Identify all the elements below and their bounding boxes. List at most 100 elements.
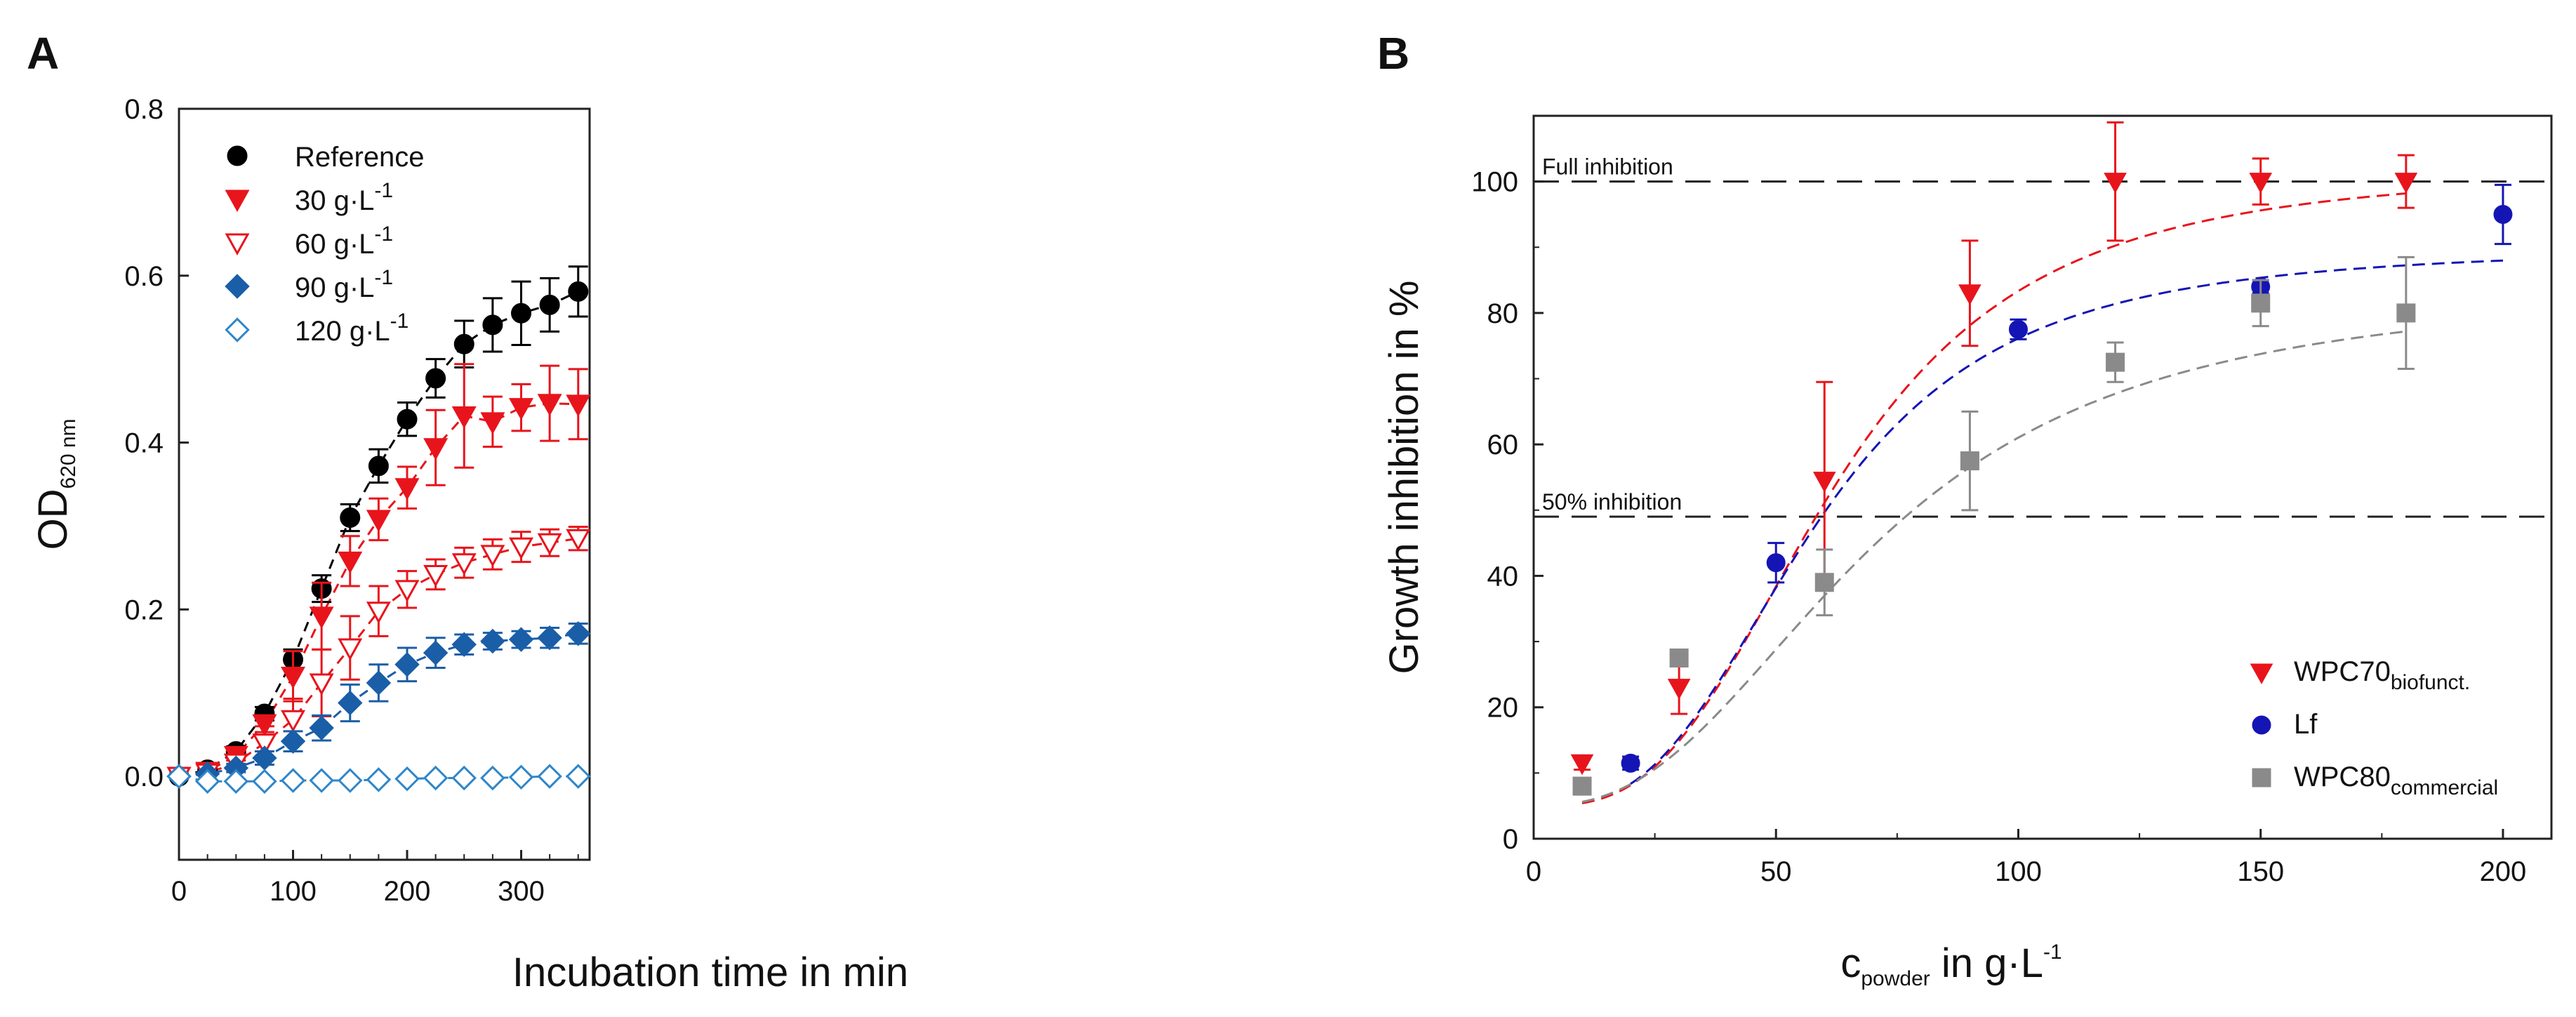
panel-b-fit-curves: [1581, 192, 2504, 804]
panel-a-series-line-60-g-l-1: [178, 537, 578, 778]
panel-b-x-tick-label: 50: [1760, 856, 1792, 887]
panel-b-x-label-main: c: [1840, 940, 1861, 986]
panel-b-x-axis-label: cpowder in g·L-1: [1840, 940, 2062, 990]
panel-a-point-90-g-l-1: [566, 621, 591, 646]
panel-a-point-30-g-l-1: [394, 478, 420, 500]
panel-b-legend-label-main: WPC80: [2294, 762, 2391, 792]
panel-b-frame: [1532, 114, 2553, 840]
panel-a-point-90-g-l-1: [280, 729, 306, 754]
panel-a-y-label-main: OD: [30, 489, 76, 550]
panel-a-legend-label-main: Reference: [295, 142, 425, 173]
panel-b-data-marks: [1570, 121, 2513, 796]
panel-b-x-label-rest: in g·L: [1930, 940, 2043, 986]
panel-a-legend-label-120-g-l-1: 120 g·L-1: [295, 310, 409, 347]
panel-a-point-120-g-l-1: [252, 769, 277, 794]
panel-a-y-label-sub: 620 nm: [57, 418, 80, 488]
panel-a-point-reference: [511, 303, 531, 324]
panel-b-x-tick-label: 0: [1526, 856, 1541, 887]
panel-a-point-120-g-l-1: [566, 764, 591, 789]
panel-b-y-tick-label: 0: [1503, 824, 1518, 855]
panel-b-point-wpc80commercial: [2251, 293, 2271, 313]
panel-a-legend-label-main: 30 g·L: [295, 185, 374, 216]
panel-b-legend-marker-wpc80commercial: [2252, 768, 2271, 787]
panel-b-legend-label-lf: Lf: [2294, 709, 2318, 740]
panel-b-point-wpc80commercial: [1572, 776, 1592, 796]
panel-a-legend-label-reference: Reference: [295, 142, 425, 173]
panel-a-point-30-g-l-1: [338, 551, 363, 574]
panel-b-fit-curve-wpc70biofunct: [1581, 192, 2407, 804]
panel-b-y-axis-label: Growth inhibition in %: [1381, 281, 1427, 674]
panel-b-legend-label-main: WPC70: [2294, 656, 2391, 687]
panel-a: A 0 100 200 300 0.0 0.2 0.4 0.6 0.8 Reference 30 …: [27, 28, 908, 995]
panel-b-reference-label-50-inhibition: 50% inhibition: [1542, 489, 1682, 514]
panel-b-reference-lines: Full inhibition 50% inhibition: [1534, 154, 2551, 518]
panel-a-data-marks: [166, 265, 591, 794]
panel-b-point-wpc80commercial: [1814, 573, 1834, 592]
panel-a-ticks: 0 100 200 300 0.0 0.2 0.4 0.6 0.8: [124, 94, 579, 907]
panel-b-point-wpc70biofunct: [2394, 173, 2418, 194]
panel-a-point-90-g-l-1: [480, 628, 505, 654]
panel-a-y-tick-label: 0.6: [124, 261, 164, 292]
panel-a-point-60-g-l-1: [338, 638, 363, 661]
panel-a-point-120-g-l-1: [366, 767, 392, 792]
panel-b-x-tick-label: 150: [2237, 856, 2284, 887]
panel-a-point-60-g-l-1: [394, 580, 420, 602]
panel-b-ticks: 0 50 100 150 200 0 20 40 60 80 100: [1471, 167, 2526, 887]
panel-b-point-lf: [2493, 204, 2513, 224]
panel-a-point-reference: [482, 314, 503, 335]
panel-b-x-tick-label: 100: [1995, 856, 2042, 887]
panel-a-point-90-g-l-1: [309, 715, 334, 740]
panel-b-point-wpc70biofunct: [1667, 679, 1691, 700]
panel-a-point-60-g-l-1: [309, 673, 334, 696]
panel-a-x-axis-label: Incubation time in min: [512, 950, 908, 995]
panel-a-point-90-g-l-1: [451, 632, 477, 657]
panel-a-point-30-g-l-1: [423, 438, 449, 460]
panel-a-legend-label-90-g-l-1: 90 g·L-1: [295, 266, 393, 303]
panel-a-point-90-g-l-1: [423, 640, 449, 665]
panel-b-y-tick-label: 80: [1487, 298, 1519, 329]
panel-a-point-60-g-l-1: [537, 533, 562, 556]
panel-a-legend-label-main: 90 g·L: [295, 272, 374, 303]
panel-a-point-90-g-l-1: [366, 670, 392, 696]
panel-b-fit-curve-wpc80commercial: [1581, 330, 2407, 803]
panel-a-point-reference: [340, 507, 361, 529]
panel-a-point-120-g-l-1: [194, 769, 220, 794]
panel-a-point-60-g-l-1: [281, 710, 305, 733]
panel-a-x-tick-label: 300: [498, 876, 545, 907]
panel-a-point-120-g-l-1: [537, 764, 562, 789]
panel-a-point-60-g-l-1: [480, 545, 505, 567]
panel-a-legend-label-main: 60 g·L: [295, 229, 374, 260]
panel-a-point-60-g-l-1: [423, 564, 449, 587]
panel-b-legend-label-sub: biofunct.: [2391, 671, 2470, 694]
panel-a-point-30-g-l-1: [566, 394, 591, 417]
panel-b-fit-curve-lf: [1630, 259, 2504, 785]
panel-b-x-label-sup: -1: [2043, 940, 2062, 964]
panel-b-legend-label-sub: commercial: [2391, 776, 2498, 799]
panel-a-y-axis-label: OD620 nm: [30, 418, 80, 550]
panel-a-frame: [178, 107, 591, 861]
panel-b-x-label-sub: powder: [1861, 967, 1930, 990]
panel-a-point-60-g-l-1: [566, 529, 591, 552]
panel-b-legend-label-main: Lf: [2294, 709, 2318, 740]
panel-a-point-reference: [425, 368, 446, 389]
panel-b-point-wpc80commercial: [1669, 649, 1689, 667]
panel-b-point-lf: [1766, 553, 1786, 573]
panel-b-reference-label-full-inhibition: Full inhibition: [1542, 154, 1673, 180]
panel-b-legend-marker-wpc70biofunct: [2250, 663, 2273, 684]
panel-b-legend: WPC70biofunct. Lf WPC80commercial: [2250, 656, 2498, 799]
panel-a-point-30-g-l-1: [509, 398, 533, 420]
panel-b-point-wpc80commercial: [2396, 303, 2416, 323]
panel-a-point-30-g-l-1: [309, 606, 334, 629]
panel-a-point-120-g-l-1: [280, 768, 306, 793]
panel-a-point-30-g-l-1: [480, 412, 505, 434]
panel-a-legend-label-sup: -1: [374, 179, 393, 202]
panel-a-point-60-g-l-1: [509, 537, 533, 560]
panel-b-letter: B: [1377, 28, 1409, 79]
panel-a-point-90-g-l-1: [338, 690, 363, 716]
panel-a-point-120-g-l-1: [223, 769, 248, 794]
panel-a-legend-marker-60-g-l-1: [225, 233, 250, 256]
panel-a-point-reference: [539, 294, 560, 315]
panel-b-point-wpc70biofunct: [1812, 472, 1836, 493]
